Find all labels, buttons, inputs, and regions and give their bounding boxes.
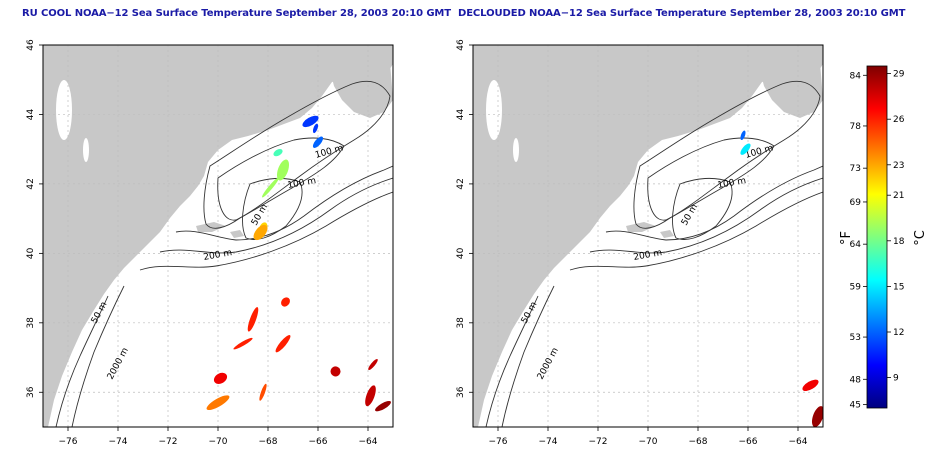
map-axes: −76 −74 −72 −70 −68 −66 −64 36 38 40 42 44 46 xyxy=(26,39,378,447)
x-tick-label: −64 xyxy=(359,437,378,447)
fahrenheit-tick-label: 59 xyxy=(850,282,862,292)
sst-pixel-patch xyxy=(206,395,230,411)
sst-pixel-patch xyxy=(740,143,751,155)
celsius-tick-label: 29 xyxy=(893,70,905,80)
y-tick-label: 42 xyxy=(456,178,466,189)
sst-pixel-patch xyxy=(330,366,341,377)
y-tick-label: 44 xyxy=(456,108,466,120)
sst-pixel-patch xyxy=(740,130,746,141)
y-tick-label: 36 xyxy=(456,386,466,398)
fahrenheit-tick-label: 78 xyxy=(850,122,862,132)
sst-swaths xyxy=(206,115,391,412)
y-tick-label: 40 xyxy=(456,247,466,259)
fahrenheit-tick-label: 64 xyxy=(850,240,862,250)
sst-pixel-patch xyxy=(275,335,291,353)
contour-label: 100 m xyxy=(287,176,317,191)
right-panel-title: DECLOUDED NOAA−12 Sea Surface Temperatur… xyxy=(458,8,906,19)
fahrenheit-ticks: 84 78 73 69 64 59 53 48 45 xyxy=(850,71,867,411)
x-tick-label: −68 xyxy=(259,437,278,447)
sst-pixel-patch xyxy=(273,149,283,157)
contour-label: 200 m xyxy=(633,248,663,263)
x-tick-label: −72 xyxy=(589,437,608,447)
contour-label: 200 m xyxy=(203,248,233,263)
sst-pixel-patch xyxy=(312,123,319,134)
fahrenheit-tick-label: 69 xyxy=(850,198,862,208)
x-tick-label: −70 xyxy=(209,437,228,447)
sst-pixel-patch xyxy=(375,400,391,412)
sst-pixel-patch xyxy=(247,307,259,332)
y-tick-label: 40 xyxy=(26,247,36,259)
bathymetry-contours xyxy=(485,80,823,427)
celsius-tick-label: 15 xyxy=(893,282,904,292)
right-sst-map: 100 m 100 m 50 m 200 m 50 m 2000 m −76 −7… xyxy=(456,39,824,447)
x-tick-label: −68 xyxy=(689,437,708,447)
x-tick-label: −64 xyxy=(789,437,808,447)
y-tick-label: 42 xyxy=(26,178,36,189)
fahrenheit-tick-label: 73 xyxy=(850,164,861,174)
celsius-label: °C xyxy=(913,230,928,246)
fahrenheit-label: °F xyxy=(839,231,854,245)
map-axes: −76 −74 −72 −70 −68 −66 −64 36 38 40 42 44 46 xyxy=(456,39,808,447)
sst-pixel-patch xyxy=(233,337,253,350)
x-tick-label: −66 xyxy=(309,437,328,447)
sst-pixel-patch xyxy=(365,385,376,407)
x-tick-label: −74 xyxy=(109,437,128,447)
y-tick-label: 38 xyxy=(26,317,36,329)
fahrenheit-tick-label: 48 xyxy=(850,375,862,385)
x-tick-label: −70 xyxy=(639,437,658,447)
colorbar-gradient xyxy=(866,65,888,409)
left-panel-title: RU COOL NOAA−12 Sea Surface Temperature … xyxy=(22,8,452,19)
sst-swaths xyxy=(740,130,823,427)
celsius-tick-label: 9 xyxy=(893,374,899,384)
map-grid xyxy=(473,44,823,427)
x-tick-label: −76 xyxy=(489,437,508,447)
y-tick-label: 36 xyxy=(26,386,36,398)
celsius-tick-label: 21 xyxy=(893,191,904,201)
x-tick-label: −74 xyxy=(539,437,558,447)
fahrenheit-tick-label: 84 xyxy=(850,71,862,81)
y-tick-label: 46 xyxy=(26,39,36,51)
fahrenheit-tick-label: 45 xyxy=(850,401,861,411)
x-tick-label: −76 xyxy=(59,437,78,447)
sst-pixel-patch xyxy=(281,297,290,307)
sst-pixel-patch xyxy=(802,379,819,392)
sst-pixel-patch xyxy=(811,406,823,427)
contour-label: 100 m xyxy=(717,176,747,191)
celsius-tick-label: 12 xyxy=(893,328,904,338)
sst-pixel-patch xyxy=(262,177,279,198)
left-sst-map: 100 m 100 m 50 m 200 m 50 m 2000 m −76 −7… xyxy=(26,39,394,447)
land-mass xyxy=(43,45,393,427)
land-mass xyxy=(473,45,823,427)
sst-pixel-patch xyxy=(302,115,319,128)
sst-pixel-patch xyxy=(276,159,290,181)
sst-pixel-patch xyxy=(312,136,324,148)
y-tick-label: 44 xyxy=(26,108,36,120)
sst-pixel-patch xyxy=(259,383,267,401)
celsius-ticks: 29 26 23 21 18 15 12 9 xyxy=(887,70,905,384)
y-tick-label: 46 xyxy=(456,39,466,51)
x-tick-label: −66 xyxy=(739,437,758,447)
fahrenheit-tick-label: 53 xyxy=(850,333,861,343)
sst-pixel-patch xyxy=(253,224,268,241)
y-tick-label: 38 xyxy=(456,317,466,329)
sst-pixel-patch xyxy=(368,358,378,371)
x-tick-label: −72 xyxy=(159,437,178,447)
sst-pixel-patch xyxy=(213,372,228,384)
bathymetry-contours xyxy=(55,80,393,427)
temperature-colorbar: 84 78 73 69 64 59 53 48 45 29 26 23 21 18 15 12 9 °F °C xyxy=(839,65,928,411)
celsius-tick-label: 18 xyxy=(893,237,905,247)
celsius-tick-label: 23 xyxy=(893,161,904,171)
celsius-tick-label: 26 xyxy=(893,115,905,125)
